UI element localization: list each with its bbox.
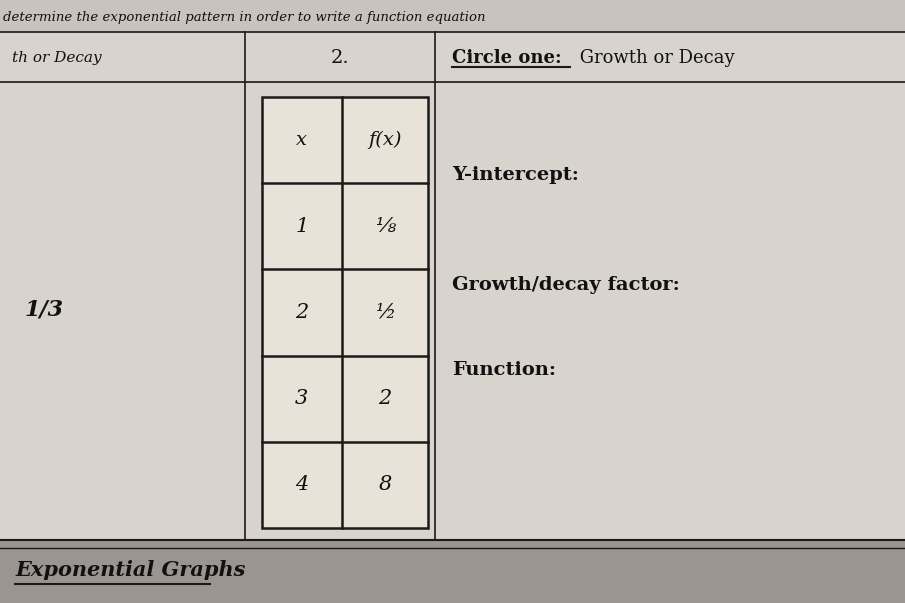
Text: 2: 2 <box>295 303 309 322</box>
Text: th or Decay: th or Decay <box>12 51 101 65</box>
Bar <box>0 540 905 603</box>
Text: ⅛: ⅛ <box>375 217 395 236</box>
Text: 8: 8 <box>378 475 392 494</box>
Text: ½: ½ <box>375 303 395 322</box>
Bar <box>0 0 905 32</box>
Text: Exponential Graphs: Exponential Graphs <box>15 560 245 580</box>
Text: Growth or Decay: Growth or Decay <box>574 49 735 67</box>
Text: Growth/decay factor:: Growth/decay factor: <box>452 276 680 294</box>
Text: 4: 4 <box>295 475 309 494</box>
Bar <box>262 97 428 528</box>
Text: 1/3: 1/3 <box>25 299 64 321</box>
Text: 3: 3 <box>295 389 309 408</box>
Text: 2: 2 <box>378 389 392 408</box>
Text: x: x <box>296 131 308 149</box>
Text: 1: 1 <box>295 217 309 236</box>
Text: Y-intercept:: Y-intercept: <box>452 166 579 184</box>
Text: Circle one:: Circle one: <box>452 49 562 67</box>
Text: 2.: 2. <box>330 49 349 67</box>
Text: f(x): f(x) <box>368 131 402 149</box>
Text: Function:: Function: <box>452 361 556 379</box>
Text: determine the exponential pattern in order to write a function equation: determine the exponential pattern in ord… <box>3 11 485 25</box>
